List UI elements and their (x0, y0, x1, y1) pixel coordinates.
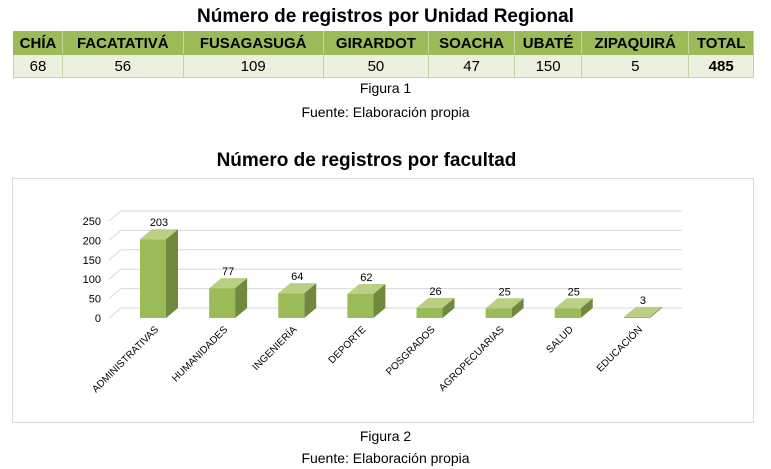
bar (278, 283, 317, 318)
bar-front (623, 316, 650, 318)
header-cell-ubate: UBATÉ (514, 31, 583, 55)
header-cell-girardot: GIRARDOT (322, 31, 430, 55)
figure2-caption: Figura 2 (359, 428, 412, 444)
y-tick-label: 200 (83, 235, 101, 247)
data-label: 25 (499, 286, 511, 298)
data-label: 25 (568, 286, 580, 298)
bar (209, 278, 248, 318)
bar-side (235, 278, 248, 318)
bar-front (416, 307, 443, 318)
bar-front (347, 293, 374, 318)
bar (623, 306, 662, 318)
gridline-depth (108, 249, 122, 261)
bar (140, 229, 178, 318)
bar-chart: 0 50 100 150 200 250 203 77 64 62 26 25 25 3 ADMINIS… (83, 210, 682, 395)
header-cell-soacha: SOACHA (428, 31, 516, 55)
x-category-label: AGROPECUARIAS (437, 324, 507, 394)
data-label: 3 (640, 295, 646, 307)
gridline-depth (108, 307, 122, 319)
value-cell-soacha: 47 (428, 54, 516, 78)
header-cell-fusagasuga: FUSAGASUGÁ (182, 31, 324, 55)
bar-side (442, 297, 455, 318)
x-category-label: POSGRADOS (384, 324, 438, 378)
value-cell-girardot: 50 (322, 54, 430, 78)
bar-top (485, 298, 524, 309)
figure1-source: Fuente: Elaboración propia (301, 104, 470, 120)
value-cell-chia: 68 (12, 54, 64, 78)
value-cell-fusagasuga: 109 (182, 54, 324, 78)
bar-front (485, 308, 512, 318)
table-header-row: CHÍA FACATATIVÁ FUSAGASUGÁ GIRARDOT SOAC… (12, 31, 754, 55)
bar-front (140, 239, 166, 318)
chart-title: Número de registros por facultad (216, 150, 517, 171)
bar-side (511, 298, 524, 318)
x-category-label: HUMANIDADES (170, 324, 230, 384)
bar-front (209, 288, 236, 318)
bar (416, 297, 455, 318)
gridline-depth (108, 210, 122, 222)
bar-top (140, 229, 178, 240)
table-row: 68 56 109 50 47 150 5 485 (12, 54, 754, 78)
bar-side (373, 283, 386, 318)
bar-side (166, 229, 178, 318)
bar-top (416, 297, 455, 308)
table-title: Número de registros por Unidad Regional (197, 6, 574, 27)
header-cell-total: TOTAL (688, 31, 754, 55)
bar-top (623, 306, 662, 317)
bar-top (347, 283, 386, 294)
y-tick-label: 0 (95, 313, 101, 325)
y-tick-label: 50 (89, 294, 101, 306)
x-category-label: DEPORTE (327, 324, 369, 366)
data-label: 203 (150, 217, 168, 229)
bar-top (209, 278, 248, 289)
bar-front (278, 293, 305, 318)
bar-side (304, 283, 317, 318)
y-tick-label: 150 (83, 255, 101, 267)
regional-records-table: CHÍA FACATATIVÁ FUSAGASUGÁ GIRARDOT SOAC… (12, 31, 754, 78)
gridline-depth (108, 230, 122, 241)
bar (485, 298, 524, 318)
data-label: 26 (429, 286, 441, 298)
chart-area: 0 50 100 150 200 250 203 77 64 62 26 25 25 3 ADMINIS… (12, 178, 754, 423)
figure2-source: Fuente: Elaboración propia (301, 450, 470, 466)
value-cell-zipaquira: 5 (581, 54, 690, 78)
value-cell-facatativa: 56 (62, 54, 184, 78)
x-category-label: SALUD (545, 324, 576, 355)
value-cell-ubate: 150 (514, 54, 583, 78)
y-tick-label: 250 (83, 216, 101, 228)
x-category-label: INGENIERÍA (249, 323, 299, 373)
bar (554, 298, 593, 318)
gridline-depth (108, 288, 122, 299)
figure1-caption: Figura 1 (359, 80, 412, 96)
header-cell-facatativa: FACATATIVÁ (62, 31, 184, 55)
data-label: 62 (360, 272, 372, 284)
bar-top (554, 298, 593, 309)
value-cell-total: 485 (688, 54, 754, 78)
bar-top (278, 283, 317, 294)
gridline-depth (108, 268, 122, 280)
bar-side (580, 298, 593, 318)
bar (347, 283, 386, 318)
y-tick-label: 100 (83, 274, 101, 286)
x-category-label: ADMINISTRATIVAS (90, 324, 161, 395)
header-cell-chia: CHÍA (12, 31, 64, 55)
x-category-label: EDUCACIÓN (593, 323, 645, 375)
data-label: 77 (222, 266, 234, 278)
bar-front (554, 308, 581, 318)
data-label: 64 (291, 271, 303, 283)
header-cell-zipaquira: ZIPAQUIRÁ (581, 31, 690, 55)
bar-side (649, 306, 662, 318)
